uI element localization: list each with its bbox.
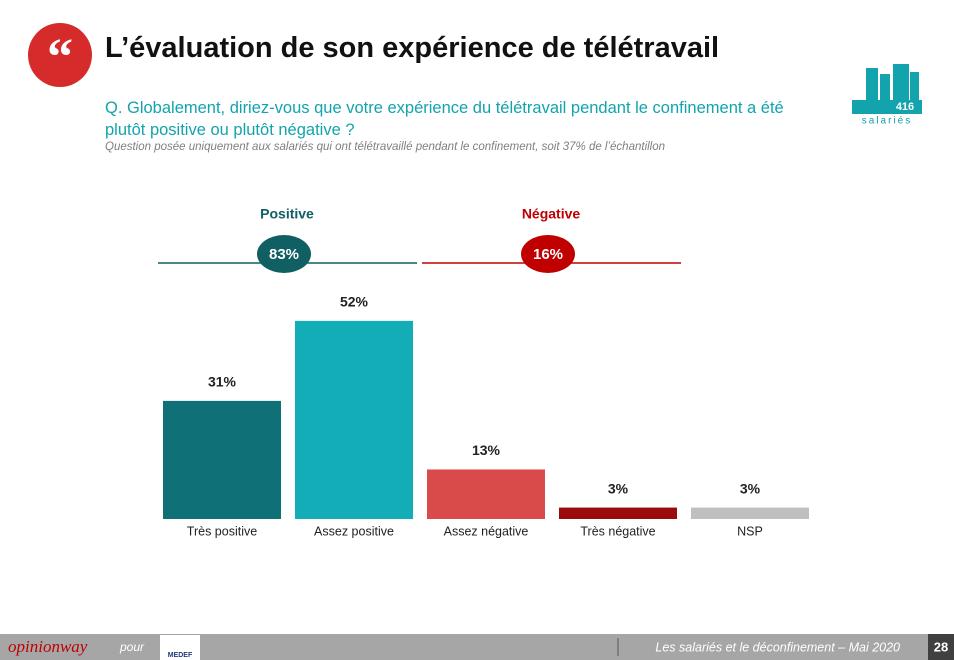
client-logo [160, 635, 200, 660]
sample-label: salariés [862, 116, 912, 127]
sample-count: 416 [896, 101, 914, 113]
value-label: 3% [608, 480, 629, 496]
chart-note: Question posée uniquement aux salariés q… [105, 141, 666, 153]
group-badge [521, 235, 575, 273]
category-label: Très positive [187, 524, 257, 538]
category-label: NSP [737, 524, 763, 538]
group-label: Positive [260, 206, 314, 222]
bar [559, 507, 677, 519]
quote-mark: “ [47, 29, 73, 86]
footer-brand: opinionway [8, 637, 88, 656]
sample-icon [852, 64, 922, 114]
group-value: 83% [269, 246, 299, 263]
footer-connector: pour [119, 640, 145, 654]
bar [427, 469, 545, 519]
footer-caption: Les salariés et le déconfinement – Mai 2… [655, 640, 900, 654]
group-badge [257, 235, 311, 273]
client-name: MEDEF [168, 652, 193, 659]
group-value: 16% [533, 246, 563, 263]
bar [295, 320, 413, 519]
page-number: 28 [934, 639, 948, 654]
value-label: 3% [740, 480, 761, 496]
bar [691, 507, 809, 519]
value-label: 52% [340, 294, 369, 310]
quote-icon [28, 23, 92, 87]
bar [163, 400, 281, 519]
value-label: 13% [472, 442, 501, 458]
value-label: 31% [208, 374, 237, 390]
group-label: Négative [522, 206, 581, 222]
category-label: Très négative [580, 524, 655, 538]
page-number-box [928, 634, 954, 660]
footer-bar [0, 634, 954, 660]
slide-title: L’évaluation de son expérience de télétr… [105, 32, 720, 64]
category-label: Assez positive [314, 524, 394, 538]
category-label: Assez négative [444, 524, 529, 538]
chart-subtitle: Q. Globalement, diriez-vous que votre ex… [105, 99, 784, 139]
